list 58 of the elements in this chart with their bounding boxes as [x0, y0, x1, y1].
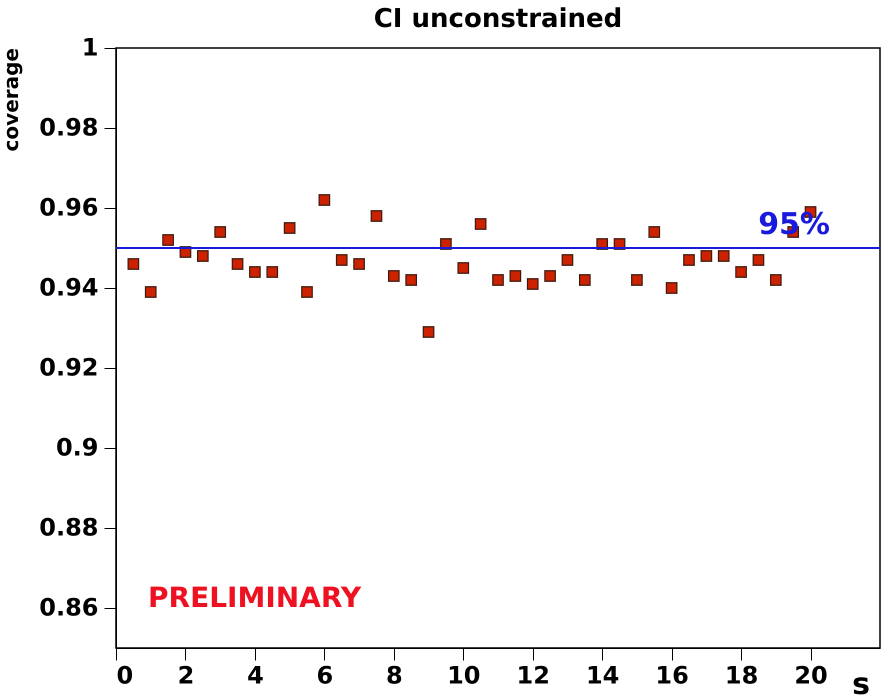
x-tick-label: 0 — [116, 662, 134, 690]
y-tick-label: 1 — [82, 34, 98, 62]
point — [578, 274, 591, 286]
point — [144, 286, 157, 298]
x-tick-label: 16 — [655, 662, 689, 690]
point — [353, 258, 365, 270]
point — [562, 254, 574, 266]
point — [735, 266, 747, 278]
y-tick-label: 0.94 — [39, 274, 98, 302]
point — [457, 262, 470, 274]
y-tick-label: 0.96 — [39, 194, 98, 222]
x-tick-label: 10 — [447, 662, 480, 690]
point — [510, 270, 522, 282]
x-tick-label: 6 — [316, 662, 334, 690]
point — [301, 286, 313, 298]
x-tick-label: 14 — [586, 662, 620, 690]
y-tick-label: 0.88 — [39, 514, 98, 542]
point — [162, 234, 174, 246]
point — [422, 326, 434, 338]
point — [249, 266, 261, 278]
point — [544, 270, 556, 282]
chart-title: CI unconstrained — [374, 4, 622, 34]
point — [752, 254, 764, 266]
ref-line-label: 95% — [758, 207, 830, 242]
point — [474, 218, 486, 230]
point — [648, 226, 660, 238]
x-tick-label: 18 — [724, 662, 758, 690]
y-tick-label: 0.98 — [39, 114, 98, 142]
point — [718, 250, 730, 262]
point — [388, 270, 400, 282]
y-tick-label: 0.92 — [39, 354, 98, 382]
point — [232, 258, 244, 270]
point — [683, 254, 695, 266]
point — [214, 226, 226, 238]
point — [770, 274, 782, 286]
point — [405, 274, 418, 286]
annotation: PRELIMINARY — [148, 581, 362, 614]
point — [700, 250, 712, 262]
point — [128, 258, 140, 270]
point — [492, 274, 504, 286]
x-tick-label: 4 — [247, 662, 264, 690]
point — [370, 210, 382, 222]
point — [336, 254, 348, 266]
point — [196, 250, 209, 262]
x-tick-label: 12 — [516, 662, 550, 690]
x-tick-label: 2 — [178, 662, 194, 690]
point — [284, 222, 296, 234]
point — [631, 274, 643, 286]
y-tick-label: 0.86 — [39, 594, 98, 622]
point — [266, 266, 278, 278]
x-tick-label: 20 — [794, 662, 828, 690]
point — [526, 278, 539, 290]
x-axis-title: s — [852, 667, 870, 698]
point — [666, 282, 678, 294]
point — [318, 194, 330, 206]
y-tick-label: 0.9 — [56, 434, 98, 462]
y-axis-title: coverage — [0, 48, 23, 152]
x-tick-label: 8 — [386, 662, 403, 690]
